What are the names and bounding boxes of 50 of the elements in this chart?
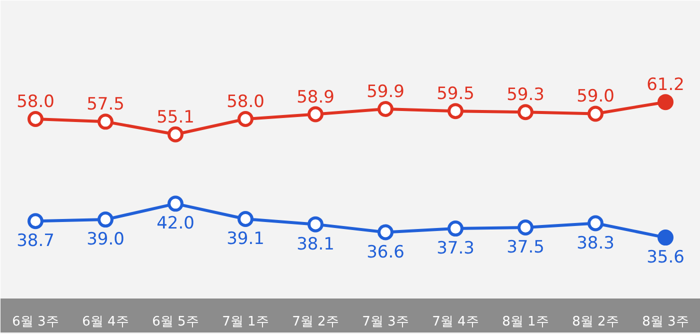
data-label: 35.6 [646,248,684,268]
point [518,220,534,236]
data-label: 39.1 [226,229,264,250]
point [28,213,44,230]
data-label: 38.3 [576,233,614,254]
x-tick-label: 8월 3주 [642,314,689,330]
point [308,106,324,122]
x-tick-label: 8월 2주 [572,314,619,330]
data-label: 38.1 [296,234,334,254]
x-tick-label: 6월 5주 [152,314,199,330]
data-label: 55.1 [156,107,194,128]
point [518,104,534,120]
data-label: 36.6 [366,242,404,262]
x-tick-label: 6월 3주 [12,314,59,330]
point [378,100,394,117]
point [98,114,114,130]
data-label: 37.5 [506,237,544,258]
data-label: 39.0 [86,230,124,250]
x-tick-label: 7월 4주 [432,314,479,330]
data-label: 38.7 [16,231,54,252]
data-label: 59.3 [506,85,544,106]
point [238,111,254,128]
data-label: 58.9 [296,87,334,108]
point [448,220,464,237]
point [448,103,464,120]
x-tick-label: 7월 1주 [222,314,269,330]
x-tick-label: 7월 2주 [292,314,339,330]
point [588,215,604,232]
data-label: 58.0 [226,92,264,112]
point [308,216,324,232]
data-label: 59.0 [576,86,614,107]
data-label: 58.0 [16,92,54,112]
point [168,196,184,212]
data-label: 37.3 [436,238,474,259]
point [658,230,674,246]
point [168,126,184,142]
point [98,212,114,228]
point [238,211,254,228]
point [378,224,394,240]
point [28,111,44,128]
data-label: 59.5 [436,84,474,104]
x-tick-label: 7월 3주 [362,314,409,330]
data-label: 61.2 [646,75,684,96]
point [658,94,674,110]
x-tick-label: 6월 4주 [82,314,129,330]
data-label: 57.5 [86,94,124,115]
data-label: 59.9 [366,82,404,102]
x-tick-label: 8월 1주 [502,314,549,330]
point [588,106,604,122]
data-label: 42.0 [156,214,194,234]
